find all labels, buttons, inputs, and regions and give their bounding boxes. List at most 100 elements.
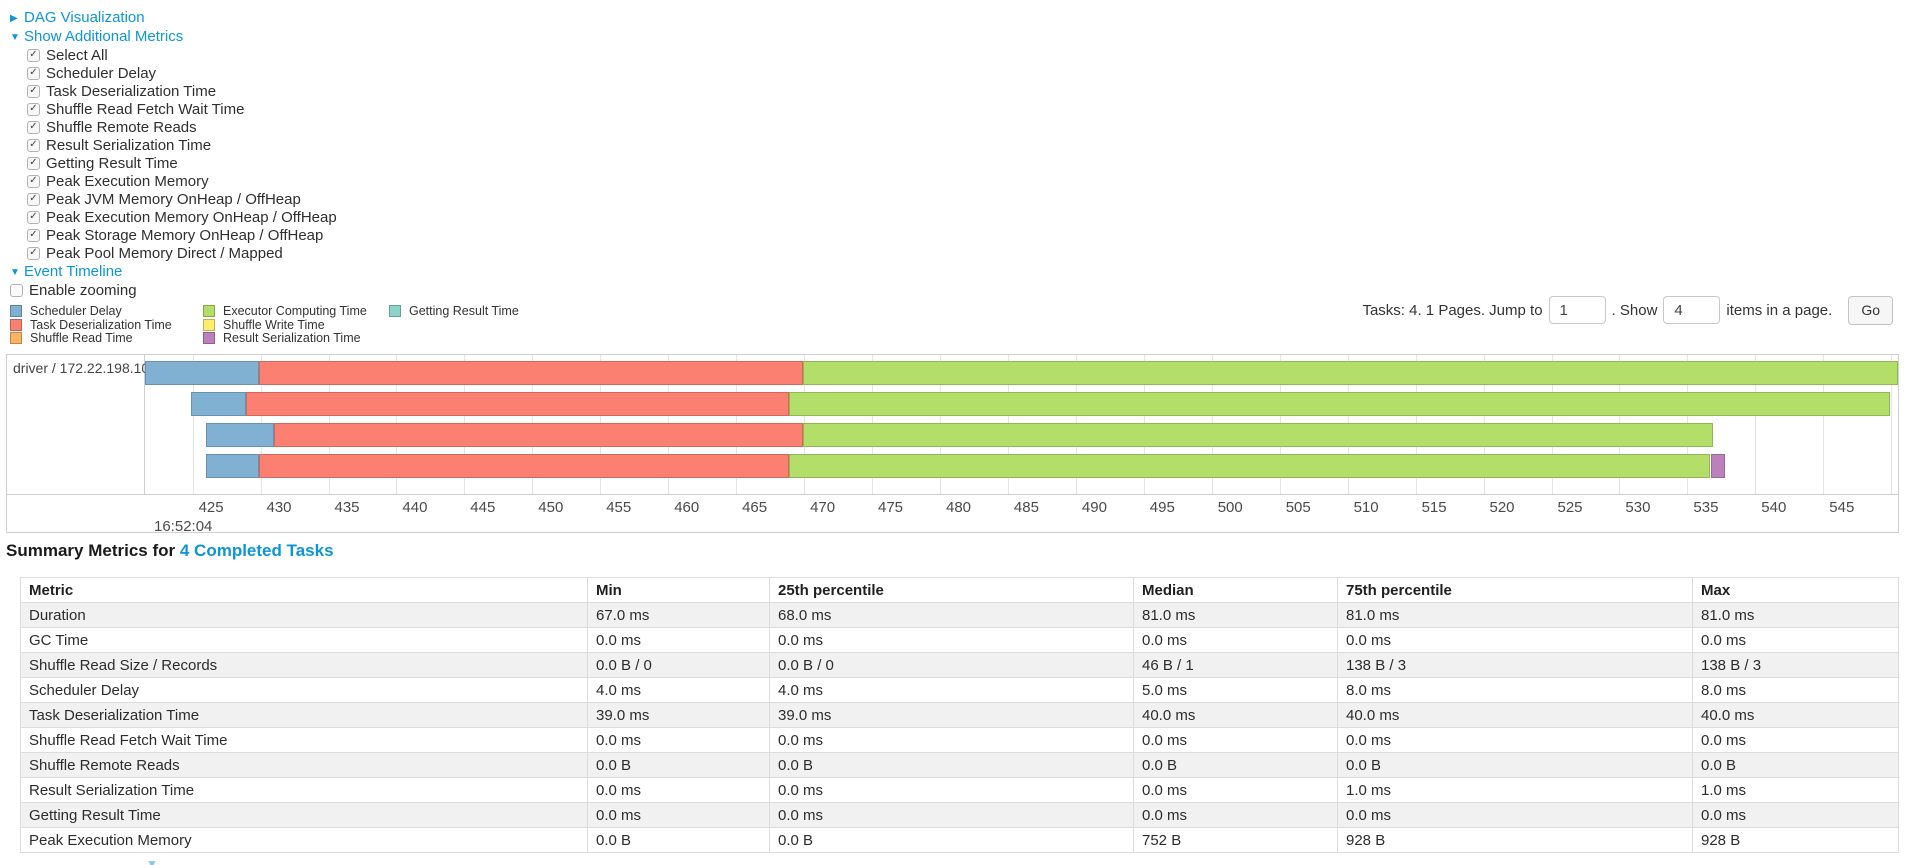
checkbox-icon[interactable]: ✓ — [27, 120, 40, 134]
checkbox-icon[interactable]: ✓ — [27, 138, 40, 152]
checkbox-icon[interactable]: ✓ — [27, 48, 40, 62]
task-bar-segment-scheduler_delay[interactable] — [206, 423, 275, 447]
checkbox-icon[interactable]: ✓ — [27, 174, 40, 188]
metric-checkbox-item[interactable]: ✓ Peak Execution Memory — [27, 172, 337, 190]
metric-value-cell: 40.0 ms — [1337, 702, 1693, 728]
metric-value-cell: 0.0 ms — [587, 727, 770, 753]
show-additional-metrics-link[interactable]: Show Additional Metrics — [24, 28, 184, 45]
metric-name-cell: Peak Execution Memory — [20, 827, 588, 853]
task-bar-segment-task_deserialization[interactable] — [259, 454, 790, 478]
metric-checkbox-label: Peak Execution Memory OnHeap / OffHeap — [46, 208, 337, 226]
legend-item-label: Getting Result Time — [409, 303, 519, 318]
table-row: GC Time 0.0 ms 0.0 ms 0.0 ms 0.0 ms 0.0 ms — [20, 627, 1899, 653]
axis-tick-label: 435 — [334, 499, 360, 516]
task-bar-segment-executor_computing[interactable] — [789, 392, 1890, 416]
table-row: Scheduler Delay 4.0 ms 4.0 ms 5.0 ms 8.0 ms 8… — [20, 677, 1899, 703]
axis-tick-label: 425 — [198, 499, 224, 516]
metric-checkbox-item[interactable]: ✓ Shuffle Read Fetch Wait Time — [27, 100, 337, 118]
task-bar-segment-task_deserialization[interactable] — [245, 392, 790, 416]
completed-tasks-link[interactable]: 4 Completed Tasks — [179, 541, 334, 560]
metric-value-cell: 0.0 ms — [1133, 627, 1338, 653]
metric-checkbox-item[interactable]: ✓ Result Serialization Time — [27, 136, 337, 154]
metric-value-cell: 0.0 B / 0 — [769, 652, 1134, 678]
task-bar-segment-executor_computing[interactable] — [802, 423, 1714, 447]
task-bar-segment-executor_computing[interactable] — [789, 454, 1711, 478]
axis-tick-label: 480 — [946, 499, 972, 516]
column-header: 25th percentile — [769, 577, 1134, 603]
checkbox-icon[interactable]: ✓ — [27, 210, 40, 224]
axis-tick-label: 455 — [606, 499, 632, 516]
pagination-show-text: . Show — [1611, 301, 1658, 319]
legend-item-label: Shuffle Read Time — [30, 331, 133, 346]
checkbox-icon[interactable]: ✓ — [27, 246, 40, 260]
metric-value-cell: 40.0 ms — [1692, 702, 1899, 728]
metric-value-cell: 0.0 ms — [587, 802, 770, 828]
metric-checkbox-label: Peak Pool Memory Direct / Mapped — [46, 244, 283, 262]
metric-checkbox-item[interactable]: ✓ Peak Storage Memory OnHeap / OffHeap — [27, 226, 337, 244]
column-header: Metric — [20, 577, 588, 603]
metric-value-cell: 81.0 ms — [1692, 602, 1899, 628]
task-bar-segment-executor_computing[interactable] — [802, 361, 1898, 385]
metric-checkbox-item[interactable]: ✓ Shuffle Remote Reads — [27, 118, 337, 136]
checkbox-icon[interactable]: ✓ — [27, 66, 40, 80]
dag-visualization-link[interactable]: DAG Visualization — [24, 9, 145, 26]
metric-value-cell: 8.0 ms — [1337, 677, 1693, 703]
metric-checkbox-item[interactable]: ✓ Select All — [27, 46, 337, 64]
task-bar-segment-task_deserialization[interactable] — [259, 361, 803, 385]
metric-checkbox-item[interactable]: ✓ Getting Result Time — [27, 154, 337, 172]
go-button[interactable]: Go — [1848, 295, 1893, 325]
event-timeline-link[interactable]: Event Timeline — [24, 263, 123, 280]
enable-zooming-row[interactable]: Enable zooming — [10, 281, 337, 299]
checkbox-icon[interactable]: ✓ — [27, 228, 40, 242]
metric-name-cell: Result Serialization Time — [20, 777, 588, 803]
task-bar-segment-scheduler_delay[interactable] — [191, 392, 246, 416]
metric-value-cell: 40.0 ms — [1133, 702, 1338, 728]
axis-tick-label: 460 — [674, 499, 700, 516]
checkbox-icon[interactable]: ✓ — [27, 192, 40, 206]
show-additional-metrics-toggle[interactable]: ▼ Show Additional Metrics — [10, 27, 337, 46]
event-timeline-chart: driver / 172.22.198.104 425 430 435 440 445 4… — [6, 354, 1899, 533]
metric-value-cell: 0.0 ms — [1692, 627, 1899, 653]
shuffle_read-legend-swatch — [10, 332, 22, 345]
checkbox-icon[interactable]: ✓ — [27, 156, 40, 170]
legend-item-label: Executor Computing Time — [223, 303, 367, 318]
legend-item-label: Task Deserialization Time — [30, 317, 172, 332]
metric-checkbox-item[interactable]: ✓ Peak JVM Memory OnHeap / OffHeap — [27, 190, 337, 208]
legend-item-label: Shuffle Write Time — [223, 317, 325, 332]
metric-checkbox-item[interactable]: ✓ Peak Execution Memory OnHeap / OffHeap — [27, 208, 337, 226]
checkbox-icon[interactable]: ✓ — [27, 102, 40, 116]
column-header: Median — [1133, 577, 1338, 603]
timeline-bars-area — [145, 355, 1898, 494]
column-header: Max — [1692, 577, 1899, 603]
metric-value-cell: 1.0 ms — [1692, 777, 1899, 803]
metric-checkbox-label: Peak Storage Memory OnHeap / OffHeap — [46, 226, 324, 244]
checkbox-icon[interactable]: ✓ — [27, 84, 40, 98]
table-body: Duration 67.0 ms 68.0 ms 81.0 ms 81.0 ms 81.0… — [20, 602, 1899, 853]
metric-checkbox-item[interactable]: ✓ Task Deserialization Time — [27, 82, 337, 100]
metric-value-cell: 0.0 ms — [1337, 727, 1693, 753]
enable-zooming-checkbox[interactable] — [10, 283, 23, 297]
metric-name-cell: Task Deserialization Time — [20, 702, 588, 728]
metric-value-cell: 0.0 B — [769, 752, 1134, 778]
axis-tick-label: 525 — [1557, 499, 1583, 516]
event-timeline-toggle[interactable]: ▼ Event Timeline — [10, 262, 337, 281]
metric-checkbox-item[interactable]: ✓ Peak Pool Memory Direct / Mapped — [27, 244, 337, 262]
task-bar-segment-result_serialization[interactable] — [1710, 454, 1726, 478]
table-row: Getting Result Time 0.0 ms 0.0 ms 0.0 ms 0.0… — [20, 802, 1899, 828]
jump-to-page-input[interactable] — [1548, 296, 1606, 324]
dag-visualization-toggle[interactable]: ▶ DAG Visualization — [10, 8, 337, 27]
task-bar-segment-task_deserialization[interactable] — [274, 423, 803, 447]
metric-value-cell: 0.0 ms — [1133, 802, 1338, 828]
metric-value-cell: 0.0 ms — [769, 627, 1134, 653]
task-bar-segment-scheduler_delay[interactable] — [206, 454, 260, 478]
shuffle_write-legend-swatch — [203, 318, 215, 331]
table-row: Peak Execution Memory 0.0 B 0.0 B 752 B 928 … — [20, 827, 1899, 853]
metric-value-cell: 0.0 ms — [587, 627, 770, 653]
metric-value-cell: 5.0 ms — [1133, 677, 1338, 703]
metric-value-cell: 4.0 ms — [587, 677, 770, 703]
metric-value-cell: 0.0 ms — [1133, 727, 1338, 753]
task-bar-segment-scheduler_delay[interactable] — [145, 361, 260, 385]
metric-value-cell: 0.0 ms — [587, 777, 770, 803]
metric-checkbox-item[interactable]: ✓ Scheduler Delay — [27, 64, 337, 82]
items-per-page-input[interactable] — [1663, 296, 1721, 324]
